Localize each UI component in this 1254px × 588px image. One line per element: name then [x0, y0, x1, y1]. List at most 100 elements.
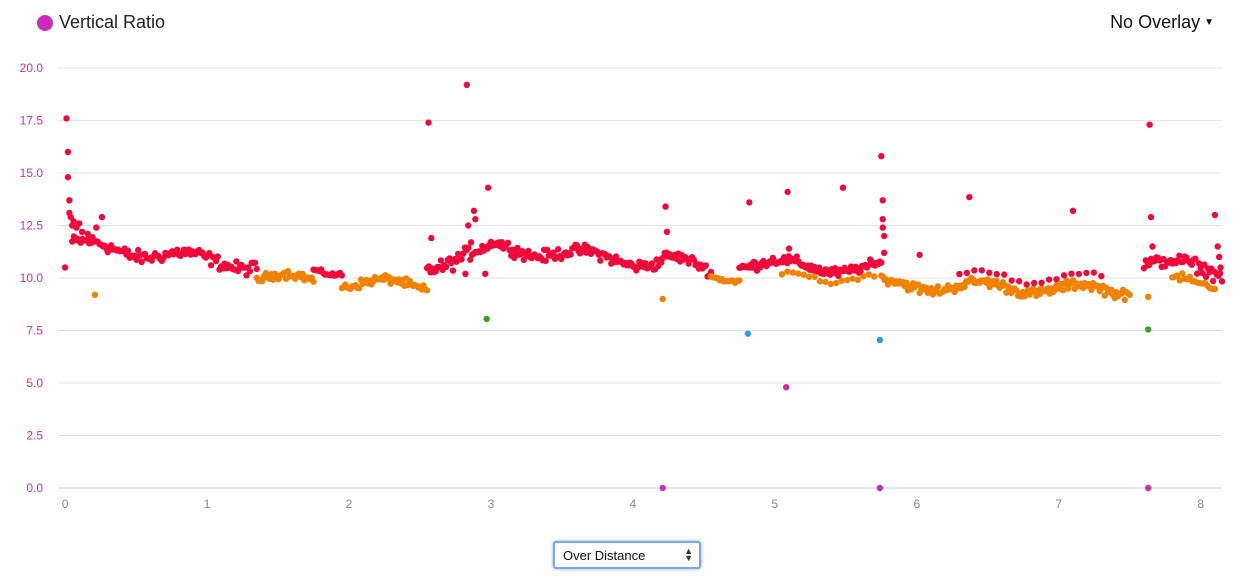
data-point [707, 268, 715, 276]
data-point [833, 279, 840, 287]
data-point [135, 246, 142, 254]
data-point [61, 264, 69, 271]
data-point [879, 216, 886, 223]
data-point [1179, 258, 1187, 266]
y-tick-label: 5.0 [26, 376, 43, 390]
data-point [428, 234, 435, 242]
data-point [854, 276, 862, 284]
data-point [567, 251, 574, 258]
data-point [1059, 286, 1067, 294]
data-point [1174, 272, 1181, 279]
data-points [61, 81, 1226, 492]
data-point [246, 267, 254, 275]
data-point [93, 224, 100, 231]
data-point [514, 244, 521, 252]
data-point [542, 257, 549, 265]
data-point [662, 203, 669, 210]
data-point [843, 276, 851, 284]
data-point [986, 269, 993, 276]
data-point [789, 269, 797, 276]
overlay-dropdown[interactable]: No Overlay ▼ [1110, 12, 1214, 33]
data-point [1217, 264, 1224, 271]
y-tick-label: 20.0 [20, 61, 44, 75]
data-point [659, 295, 666, 303]
y-tick-label: 10.0 [20, 271, 44, 285]
data-point [437, 257, 445, 264]
data-point [470, 207, 478, 214]
data-point [259, 277, 266, 285]
data-point [744, 330, 752, 337]
data-point [838, 277, 845, 284]
data-point [984, 276, 992, 283]
data-point [778, 271, 786, 278]
data-point [454, 250, 462, 258]
data-point [1038, 279, 1045, 286]
data-point [993, 270, 1000, 278]
data-point [822, 278, 829, 286]
data-point [978, 267, 986, 274]
overlay-label: No Overlay [1110, 12, 1201, 32]
data-point [124, 247, 132, 254]
data-point [425, 119, 432, 126]
data-point [482, 270, 489, 277]
data-point [1188, 261, 1196, 268]
data-point [1149, 243, 1156, 250]
data-point [1211, 211, 1219, 219]
data-point [467, 239, 475, 246]
data-point [736, 277, 743, 284]
data-point [879, 197, 886, 204]
data-point [356, 284, 363, 292]
x-axis-ticks: 0 1 2 3 4 5 6 7 8 [62, 497, 1205, 511]
data-point [785, 245, 793, 252]
data-point [525, 247, 532, 255]
data-point [871, 273, 878, 280]
data-point [1142, 257, 1149, 264]
y-axis-ticks: 0.0 2.5 5.0 7.5 10.0 12.5 15.0 17.5 20.0 [20, 61, 44, 495]
data-point [1023, 281, 1030, 288]
data-point [1121, 296, 1128, 304]
legend-dot-icon [37, 14, 53, 31]
x-mode-select[interactable]: Over Distance ▲ ▼ [553, 541, 701, 569]
data-point [816, 278, 824, 285]
select-arrows-icon: ▲ ▼ [684, 546, 693, 563]
data-point [880, 232, 888, 240]
data-point [1030, 279, 1038, 287]
data-point [1211, 285, 1219, 293]
data-point [1217, 270, 1224, 277]
data-point [91, 291, 99, 298]
data-point [702, 262, 710, 269]
data-point [1209, 277, 1217, 285]
data-point [70, 218, 77, 225]
data-point [849, 275, 856, 282]
data-point [857, 268, 864, 275]
data-point [961, 283, 968, 291]
data-point [971, 267, 978, 274]
data-point [880, 249, 888, 256]
data-point [1053, 276, 1060, 283]
data-point [1001, 271, 1008, 278]
data-point [1192, 255, 1199, 262]
data-point [1069, 207, 1077, 214]
data-point [783, 384, 790, 391]
data-point [253, 265, 260, 273]
data-point [1144, 326, 1152, 333]
x-tick-label: 5 [772, 497, 779, 511]
data-point [876, 336, 884, 344]
data-point [160, 254, 167, 262]
y-tick-label: 0.0 [26, 481, 43, 495]
data-point [84, 230, 92, 238]
x-tick-label: 6 [913, 497, 920, 511]
data-point [465, 244, 472, 251]
data-point [1108, 286, 1115, 294]
data-point [748, 264, 756, 271]
data-point [659, 484, 666, 492]
data-point [472, 216, 479, 223]
data-point [1195, 260, 1203, 267]
data-point [1083, 269, 1090, 277]
data-point [138, 258, 145, 266]
data-point [251, 259, 259, 266]
x-tick-label: 0 [62, 497, 69, 511]
data-point [463, 81, 471, 89]
data-point [310, 278, 317, 285]
